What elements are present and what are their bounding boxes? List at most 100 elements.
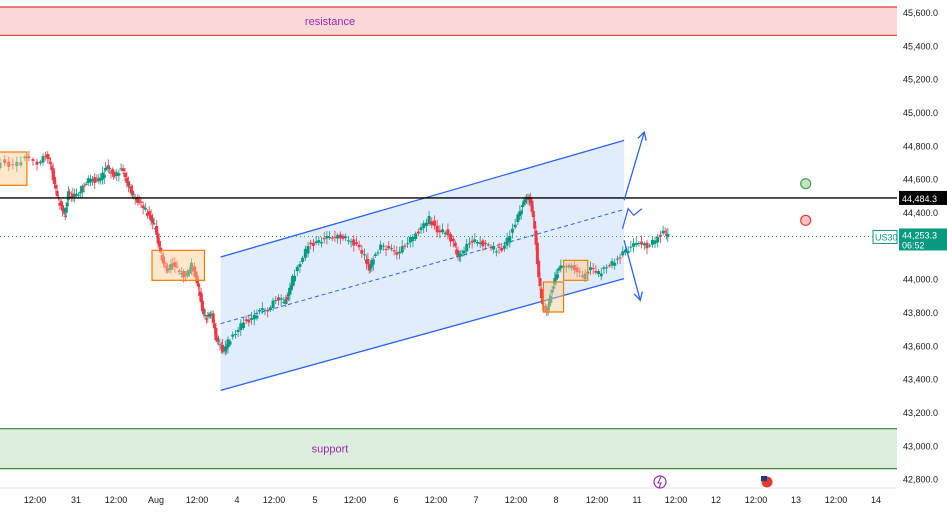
candle-body xyxy=(225,346,229,350)
candle-body xyxy=(271,300,275,308)
candle-body xyxy=(570,265,574,268)
lightning-glyph-icon xyxy=(657,476,662,489)
candle-body xyxy=(531,210,535,218)
y-tick-label: 44,800.0 xyxy=(903,141,938,151)
x-tick-label: 12:00 xyxy=(344,495,367,505)
candle-body xyxy=(285,297,289,300)
candle-body xyxy=(143,207,147,210)
candle-body xyxy=(177,270,181,272)
x-tick-label: 12:00 xyxy=(825,495,848,505)
candle-body xyxy=(557,268,561,271)
candle-body xyxy=(169,264,173,270)
candle-body xyxy=(435,225,439,233)
candle-body xyxy=(121,168,125,171)
candle-body xyxy=(71,193,75,197)
candle-body xyxy=(572,265,576,270)
projection-arrow-up[interactable] xyxy=(623,131,645,201)
candle-body xyxy=(50,165,54,171)
candle-body xyxy=(645,242,649,249)
candle-body xyxy=(23,156,27,159)
candle-body xyxy=(411,237,415,242)
candle-body xyxy=(460,254,464,256)
price-axis-background xyxy=(897,0,947,514)
y-tick-label: 43,200.0 xyxy=(903,408,938,418)
candle-body xyxy=(363,254,367,256)
candle-body xyxy=(97,177,101,182)
candle-body xyxy=(449,234,453,242)
candle-body xyxy=(126,181,130,187)
candle-body xyxy=(623,249,627,253)
target-down-marker[interactable] xyxy=(800,214,812,226)
projection-zigzag xyxy=(621,207,643,229)
candle-body xyxy=(567,265,571,268)
candle-body xyxy=(473,239,477,242)
candle-body xyxy=(492,246,496,250)
candle-body xyxy=(317,240,321,243)
highlight-box[interactable] xyxy=(151,249,206,281)
candle-body xyxy=(481,240,485,247)
candle-body xyxy=(306,246,310,254)
candle-body xyxy=(217,340,221,342)
countdown-text: 06:52 xyxy=(902,240,925,250)
candle-body xyxy=(489,247,493,249)
candle-body xyxy=(27,156,31,158)
target-up-marker[interactable] xyxy=(800,178,812,190)
candle-body xyxy=(456,250,460,257)
candle-body xyxy=(186,271,190,277)
candle-body xyxy=(303,248,307,258)
candle-body xyxy=(38,161,42,164)
candle-body xyxy=(102,174,106,178)
candle-body xyxy=(352,239,356,246)
candle-body xyxy=(258,310,262,312)
reference-price-text: 44,484.3 xyxy=(902,194,937,204)
us-flag-canton-icon xyxy=(761,476,767,481)
candle-body xyxy=(260,308,264,310)
candle-body xyxy=(139,201,143,203)
candle-body xyxy=(311,242,315,246)
candle-body xyxy=(167,269,171,270)
candle-body xyxy=(106,165,110,169)
candle-body xyxy=(59,201,63,206)
candle-body xyxy=(513,224,517,228)
candle-body xyxy=(319,242,323,244)
x-tick-label: 12:00 xyxy=(505,495,528,505)
candle-body xyxy=(591,268,595,269)
candle-body xyxy=(54,184,58,189)
candle-body xyxy=(533,221,537,229)
resistance-zone xyxy=(0,7,897,36)
candle-body xyxy=(188,269,192,274)
y-tick-label: 44,600.0 xyxy=(903,175,938,185)
candle-body xyxy=(397,251,401,254)
candle-body xyxy=(179,273,183,274)
candle-body xyxy=(443,232,447,235)
candle-body xyxy=(559,265,563,269)
candle-body xyxy=(195,275,199,284)
highlight-box[interactable] xyxy=(562,259,589,281)
candle-body xyxy=(41,156,45,163)
candle-body xyxy=(551,286,555,289)
candle-body xyxy=(48,162,52,164)
candle-body xyxy=(86,178,90,184)
lightning-event-icon[interactable] xyxy=(653,475,667,489)
candle-body xyxy=(76,194,80,196)
x-tick-label: 8 xyxy=(553,495,558,505)
candle-body xyxy=(62,208,66,213)
candle-body xyxy=(95,179,99,181)
candle-body xyxy=(93,177,97,183)
candle-body xyxy=(137,199,141,201)
candle-body xyxy=(505,237,509,246)
candle-body xyxy=(379,244,383,250)
channel-lower-line[interactable] xyxy=(220,278,625,391)
y-tick-label: 43,400.0 xyxy=(903,375,938,385)
candle-body xyxy=(78,191,82,194)
projection-arrow-down[interactable] xyxy=(623,240,641,301)
candle-body xyxy=(549,296,553,303)
candle-body xyxy=(228,341,232,345)
y-tick-label: 44,000.0 xyxy=(903,275,938,285)
highlight-box[interactable] xyxy=(0,151,28,186)
channel-upper-line[interactable] xyxy=(220,139,625,258)
candle-body xyxy=(610,261,614,266)
candle-body xyxy=(0,162,2,168)
highlight-box[interactable] xyxy=(542,281,565,313)
